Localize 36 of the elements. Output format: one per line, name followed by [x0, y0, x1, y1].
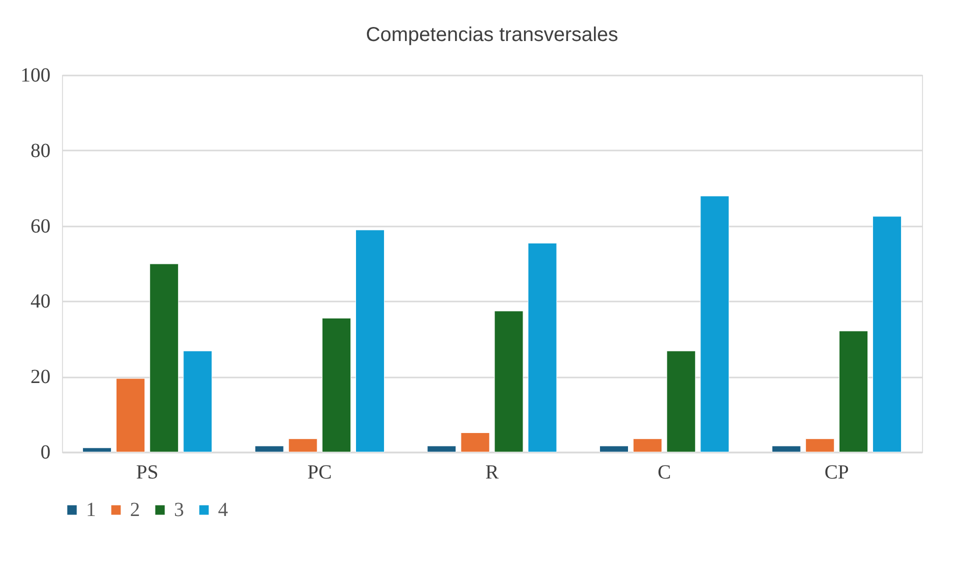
bar [700, 196, 730, 452]
bar [116, 378, 146, 452]
y-tick-label: 0 [40, 442, 50, 464]
y-tick-label: 80 [30, 140, 50, 162]
bar [183, 350, 212, 452]
y-tick-label: 20 [30, 366, 50, 388]
x-tick-label: PS [136, 462, 158, 484]
y-tick-label: 40 [30, 290, 50, 313]
bar [150, 264, 179, 452]
bar [528, 242, 557, 452]
legend-label: 1 [86, 499, 96, 521]
bar [872, 216, 902, 452]
bar [254, 446, 284, 452]
legend-label: 4 [218, 499, 228, 521]
bar [288, 438, 318, 452]
bar [838, 330, 868, 452]
bar [633, 438, 662, 452]
y-tick-label: 100 [20, 64, 50, 86]
bar [322, 318, 351, 452]
bar [355, 230, 385, 452]
bar [599, 446, 629, 452]
x-tick-label: C [658, 462, 672, 484]
legend-label: 2 [130, 499, 140, 521]
x-tick-label: CP [824, 462, 849, 484]
bar [772, 446, 801, 452]
bar [494, 310, 524, 452]
bar [805, 438, 834, 452]
bar [82, 448, 112, 452]
bar [427, 446, 456, 452]
y-tick-label: 60 [30, 215, 50, 238]
bar [460, 432, 490, 452]
x-tick-label: PC [307, 462, 332, 484]
legend-label: 3 [174, 499, 184, 521]
x-tick-label: R [485, 462, 500, 484]
bar [666, 350, 696, 452]
chart-title: Competencias transversales [366, 24, 618, 46]
